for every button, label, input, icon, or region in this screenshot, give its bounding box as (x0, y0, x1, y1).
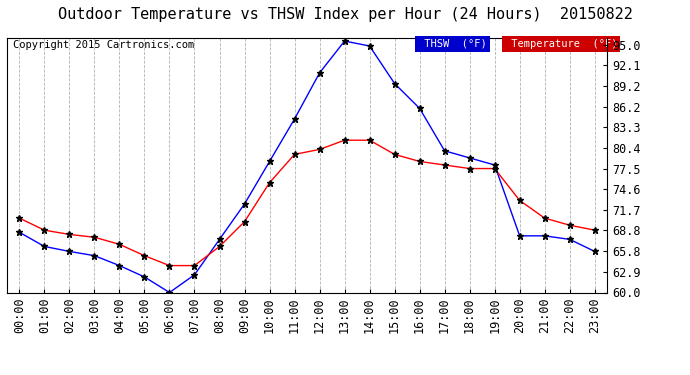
Text: Copyright 2015 Cartronics.com: Copyright 2015 Cartronics.com (13, 40, 194, 50)
Text: Temperature  (°F): Temperature (°F) (505, 39, 618, 49)
Text: Outdoor Temperature vs THSW Index per Hour (24 Hours)  20150822: Outdoor Temperature vs THSW Index per Ho… (57, 8, 633, 22)
Text: THSW  (°F): THSW (°F) (418, 39, 487, 49)
